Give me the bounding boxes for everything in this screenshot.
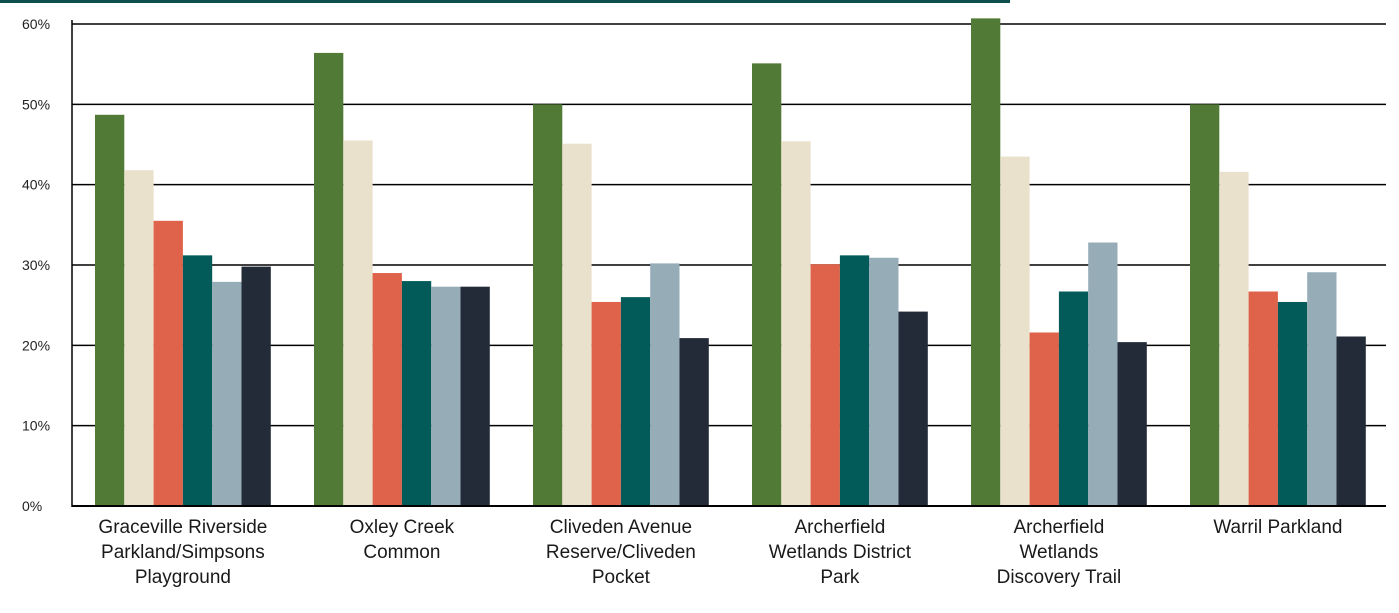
bar-s5-c3 [650, 263, 680, 506]
y-tick-label: 30% [22, 257, 50, 273]
bar-s2-c2 [343, 140, 373, 506]
x-category-label: Wetlands District [769, 542, 912, 563]
x-category-label: Oxley Creek [350, 517, 455, 538]
x-category-label: Discovery Trail [997, 567, 1122, 588]
bar-s6-c6 [1336, 336, 1366, 506]
x-category-label: Pocket [592, 567, 651, 588]
bar-s4-c3 [620, 297, 651, 506]
x-category-label: Parkland/Simpsons [101, 542, 265, 563]
axes [0, 0, 1386, 507]
y-tick-label: 0% [22, 498, 42, 514]
bar-s4-c1 [182, 255, 213, 506]
x-category-label: Warril Parkland [1213, 517, 1342, 538]
x-category-labels: Graceville Riverside Parkland/Simpsons Pla… [98, 517, 1342, 588]
bar-s1-c6 [1190, 104, 1220, 506]
bar-s2-c6 [1219, 171, 1249, 506]
x-category-label: Park [820, 567, 860, 588]
x-category-label: Archerfield [794, 517, 885, 538]
bar-s3-c4 [810, 264, 840, 506]
bar-s4-c6 [1277, 301, 1308, 506]
bar-s3-c1 [153, 220, 183, 507]
bar-s4-c5 [1058, 291, 1089, 506]
bar-s5-c1 [212, 281, 242, 506]
x-category-label: Archerfield [1013, 517, 1104, 538]
x-category-label: Cliveden Avenue [550, 517, 692, 538]
x-category-label: Playground [135, 567, 231, 588]
bar-s4-c2 [401, 281, 432, 506]
y-tick-label: 40% [22, 177, 50, 193]
y-tick-labels: 0% 10% 20% 30% 40% 50% 60% [22, 16, 50, 514]
bar-s5-c6 [1307, 272, 1337, 506]
bar-s2-c4 [781, 141, 811, 506]
bar-s5-c5 [1088, 242, 1118, 507]
bar-s1-c3 [533, 104, 563, 506]
x-category-label: Common [363, 542, 440, 563]
x-category-label: Wetlands [1019, 542, 1098, 563]
bar-s3-c5 [1029, 332, 1059, 506]
bars [95, 18, 1366, 507]
bar-s3-c6 [1248, 291, 1278, 506]
bar-s3-c3 [591, 301, 621, 506]
bar-s1-c5 [971, 18, 1001, 506]
bar-s6-c1 [241, 266, 271, 506]
bar-s6-c2 [460, 286, 490, 506]
y-tick-label: 10% [22, 418, 50, 434]
bar-s6-c3 [679, 338, 709, 506]
bar-s6-c5 [1117, 342, 1147, 506]
bar-s5-c2 [431, 286, 461, 506]
x-category-label: Graceville Riverside [98, 517, 267, 538]
bar-s2-c3 [562, 143, 592, 507]
bar-s3-c2 [372, 273, 402, 506]
gridlines [72, 23, 1386, 427]
bar-s1-c2 [314, 52, 344, 507]
bar-s1-c4 [752, 63, 782, 506]
bar-s1-c1 [95, 114, 125, 506]
bar-s2-c5 [1000, 156, 1030, 507]
x-category-label: Reserve/Cliveden [546, 542, 696, 563]
bar-s5-c4 [869, 257, 899, 506]
bar-s2-c1 [124, 170, 154, 506]
bar-s4-c4 [839, 255, 870, 506]
y-tick-label: 60% [22, 16, 50, 32]
y-tick-label: 20% [22, 337, 50, 353]
y-tick-label: 50% [22, 96, 50, 112]
bar-s6-c4 [898, 311, 928, 506]
